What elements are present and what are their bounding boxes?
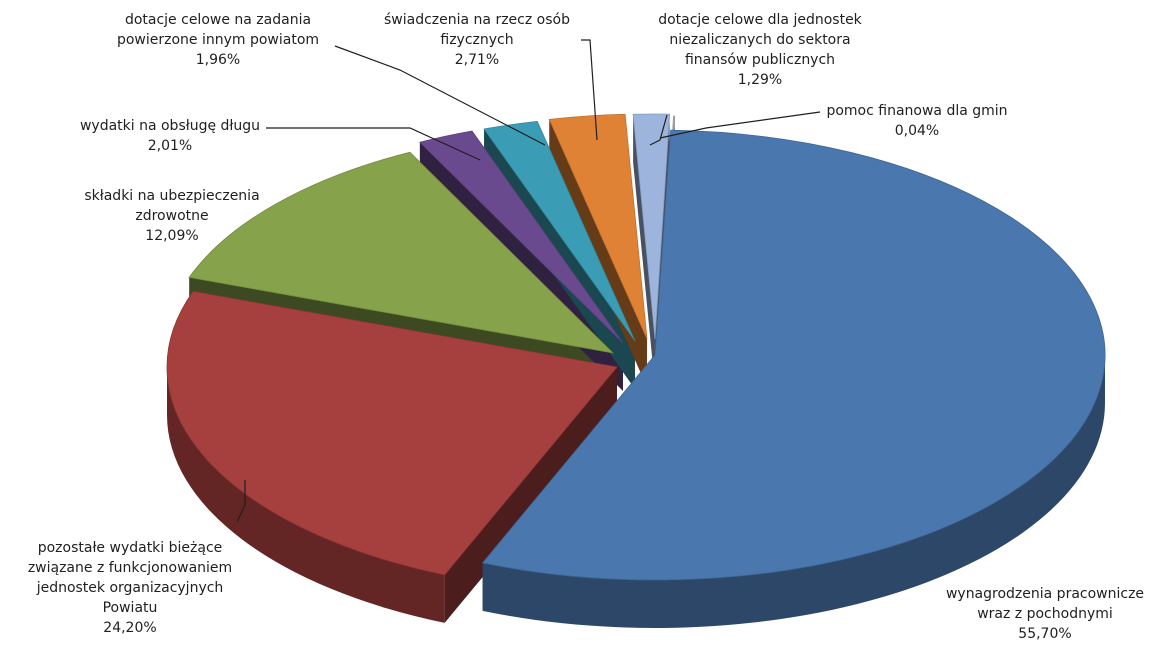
slice-label: wynagrodzenia pracownicze wraz z pochodny…	[946, 586, 1144, 642]
slice-label-line: pozostałe wydatki bieżące	[38, 540, 223, 556]
pie-slice	[483, 120, 636, 342]
slice-value-label: 1,96%	[196, 52, 240, 68]
slice-value-label: 2,71%	[455, 52, 499, 68]
slice-label-line: związane z funkcjonowaniem	[28, 560, 232, 576]
slice-label-line: niezaliczanych do sektora	[669, 32, 850, 48]
pie-slice	[188, 151, 615, 354]
slice-label-line: dotacje celowe dla jednostek	[658, 12, 862, 28]
slice-value-label: 12,09%	[145, 228, 198, 244]
slice-label: pomoc finanowa dla gmin 0,04%	[826, 103, 1007, 139]
slice-value-label: 0,04%	[895, 123, 939, 139]
pie-slice	[548, 113, 648, 340]
slice-label-line: fizycznych	[440, 32, 513, 48]
leader-line	[266, 127, 481, 161]
slice-label-line: świadczenia na rzecz osób	[384, 12, 570, 28]
slice-label-line: zdrowotne	[135, 208, 208, 224]
slice-value-label: 24,20%	[103, 620, 156, 636]
slice-label: pozostałe wydatki bieżące związane z funk…	[28, 540, 232, 636]
pie-slice	[632, 113, 671, 340]
slice-label: wydatki na obsługę długu 2,01%	[80, 118, 260, 154]
slice-label-line: pomoc finanowa dla gmin	[826, 103, 1007, 119]
slice-label-line: finansów publicznych	[685, 52, 835, 68]
leader-line	[659, 111, 821, 139]
slice-side	[482, 355, 1105, 629]
slice-label: dotacje celowe dla jednostek niezaliczany…	[658, 12, 862, 88]
slice-value-label: 2,01%	[148, 138, 192, 154]
slice-label: świadczenia na rzecz osób fizycznych 2,71%	[384, 12, 570, 68]
pie-slice	[166, 290, 618, 576]
slice-label-line: Powiatu	[103, 600, 158, 616]
leader-line	[649, 114, 668, 146]
slice-label-line: dotacje celowe na zadania	[125, 12, 311, 28]
pie-slice	[419, 130, 624, 344]
pie-slice	[481, 129, 1106, 581]
leader-line	[581, 39, 598, 141]
slice-value-label: 1,29%	[738, 72, 782, 88]
leader-line	[236, 480, 246, 523]
slice-label: składki na ubezpieczenia zdrowotne 12,09%	[84, 188, 259, 244]
slice-value-label: 55,70%	[1018, 626, 1071, 642]
leader-line	[334, 45, 546, 146]
slice-label-line: wraz z pochodnymi	[977, 606, 1113, 622]
slice-label-line: wynagrodzenia pracownicze	[946, 586, 1144, 602]
slice-label-line: wydatki na obsługę długu	[80, 118, 260, 134]
slice-label: dotacje celowe na zadania powierzone inny…	[117, 12, 319, 68]
slice-side	[167, 367, 445, 623]
slice-label-line: powierzone innym powiatom	[117, 32, 319, 48]
slice-label-line: jednostek organizacyjnych	[36, 580, 224, 596]
slice-label-line: składki na ubezpieczenia	[84, 188, 259, 204]
slice-wall	[633, 114, 655, 387]
